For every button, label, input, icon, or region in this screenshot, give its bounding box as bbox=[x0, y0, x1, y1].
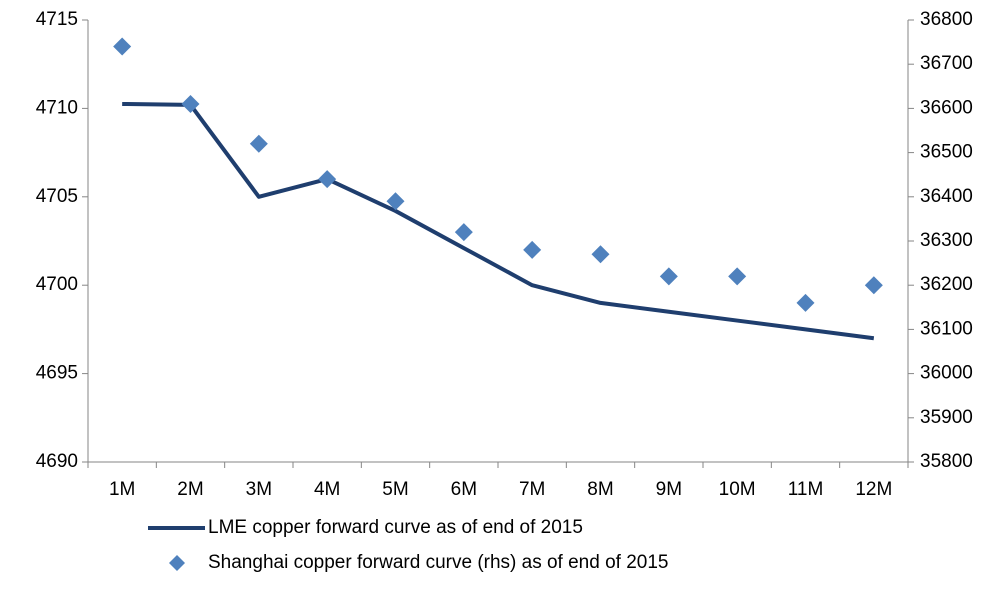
x-tick-label: 2M bbox=[177, 479, 203, 500]
y2-tick-label: 36700 bbox=[920, 53, 973, 74]
marker bbox=[523, 240, 542, 259]
marker bbox=[659, 267, 678, 286]
marker bbox=[318, 170, 337, 189]
y-tick-label: 4695 bbox=[36, 363, 78, 384]
y-tick-label: 4715 bbox=[36, 9, 78, 30]
x-tick-label: 11M bbox=[788, 479, 824, 500]
x-tick-label: 5M bbox=[382, 479, 408, 500]
y2-tick-label: 36500 bbox=[920, 142, 973, 163]
y2-tick-label: 36000 bbox=[920, 363, 973, 384]
marker bbox=[386, 192, 405, 211]
series-line bbox=[122, 101, 875, 341]
x-tick-label: 4M bbox=[314, 479, 340, 500]
y2-tick-label: 36400 bbox=[920, 186, 973, 207]
y2-tick-label: 36100 bbox=[920, 318, 973, 339]
legend-label: LME copper forward curve as of end of 20… bbox=[208, 517, 583, 538]
x-tick-label: 1M bbox=[109, 479, 135, 500]
marker bbox=[249, 134, 268, 153]
y-tick-label: 4690 bbox=[36, 451, 78, 472]
legend-marker bbox=[169, 555, 185, 571]
x-tick-label: 12M bbox=[855, 479, 892, 500]
y2-tick-label: 36600 bbox=[920, 97, 973, 118]
y2-tick-label: 36200 bbox=[920, 274, 973, 295]
marker bbox=[181, 94, 200, 113]
y-tick-label: 4700 bbox=[36, 274, 78, 295]
marker bbox=[728, 267, 747, 286]
marker bbox=[113, 37, 132, 56]
marker bbox=[864, 276, 883, 295]
x-tick-label: 3M bbox=[246, 479, 272, 500]
x-tick-label: 10M bbox=[719, 479, 756, 500]
y2-tick-label: 35900 bbox=[920, 407, 973, 428]
marker bbox=[454, 223, 473, 242]
y2-tick-label: 36300 bbox=[920, 230, 973, 251]
x-tick-label: 8M bbox=[587, 479, 613, 500]
y-tick-label: 4705 bbox=[36, 186, 78, 207]
x-tick-label: 9M bbox=[656, 479, 682, 500]
marker bbox=[796, 293, 815, 312]
y2-tick-label: 36800 bbox=[920, 9, 973, 30]
marker bbox=[591, 245, 610, 264]
x-tick-label: 7M bbox=[519, 479, 545, 500]
x-tick-label: 6M bbox=[451, 479, 477, 500]
y-tick-label: 4710 bbox=[36, 97, 78, 118]
legend-label: Shanghai copper forward curve (rhs) as o… bbox=[208, 552, 669, 573]
y2-tick-label: 35800 bbox=[920, 451, 973, 472]
